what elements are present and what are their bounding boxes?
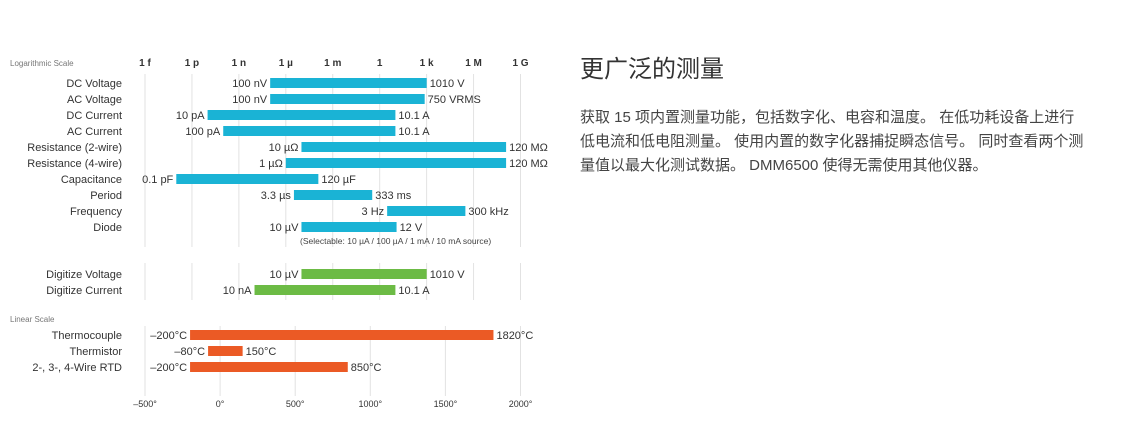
- digitize-min-label: 10 nA: [223, 285, 252, 297]
- measure-min-label: 100 nV: [232, 94, 268, 106]
- linear-tick-label: –500°: [133, 399, 157, 409]
- log-tick-label: 1 m: [324, 58, 341, 69]
- measure-min-label: 0.1 pF: [142, 174, 173, 186]
- measure-max-label: 120 µF: [321, 174, 356, 186]
- measure-min-label: 10 pA: [176, 110, 205, 122]
- measure-max-label: 120 MΩ: [509, 142, 548, 154]
- measure-max-label: 1010 V: [430, 78, 466, 90]
- measure-max-label: 300 kHz: [468, 206, 508, 218]
- log-tick-label: 1 µ: [279, 58, 293, 69]
- measure-min-label: 100 nV: [232, 78, 268, 90]
- measure-range-bar: [301, 222, 397, 232]
- measure-max-label: 750 VRMS: [428, 94, 481, 106]
- measure-category-label: DC Current: [66, 110, 122, 122]
- measure-max-label: 12 V: [400, 222, 423, 234]
- measure-range-bar: [293, 190, 373, 200]
- measure-category-label: Resistance (4-wire): [27, 158, 122, 170]
- temperature-max-label: 150°C: [246, 346, 277, 358]
- temperature-min-label: –80°C: [174, 346, 205, 358]
- measure-category-label: Resistance (2-wire): [27, 142, 122, 154]
- linear-scale-title: Linear Scale: [10, 315, 55, 324]
- temperature-min-label: –200°C: [150, 362, 187, 374]
- measure-range-bar: [301, 142, 507, 152]
- digitize-min-label: 10 µV: [269, 269, 299, 281]
- temperature-category-label: Thermocouple: [52, 330, 122, 342]
- measure-min-label: 10 µV: [269, 222, 299, 234]
- measure-min-label: 1 µΩ: [259, 158, 283, 170]
- digitize-range-bar: [301, 269, 427, 279]
- description-line: 量值以最大化测试数据。 DMM6500 使得无需使用其他仪器。: [580, 157, 988, 174]
- digitize-category-label: Digitize Voltage: [46, 269, 122, 281]
- measure-range-bar: [270, 78, 427, 88]
- diode-source-annotation: (Selectable: 10 µA / 100 µA / 1 mA / 10 …: [300, 236, 491, 246]
- linear-tick-label: 500°: [286, 399, 305, 409]
- measure-category-label: Diode: [93, 222, 122, 234]
- measure-range-bar: [176, 174, 319, 184]
- measure-min-label: 100 pA: [185, 126, 221, 138]
- log-tick-label: 1 p: [185, 58, 199, 69]
- temperature-range-bar: [190, 330, 494, 340]
- temperature-min-label: –200°C: [150, 330, 187, 342]
- temperature-range-bar: [190, 362, 348, 372]
- measure-max-label: 10.1 A: [398, 110, 430, 122]
- measure-max-label: 120 MΩ: [509, 158, 548, 170]
- measure-max-label: 10.1 A: [398, 126, 430, 138]
- temperature-range-bar: [208, 346, 243, 356]
- measure-range-bar: [387, 206, 466, 216]
- log-tick-label: 1 n: [232, 58, 246, 69]
- measure-category-label: Frequency: [70, 206, 122, 218]
- measure-category-label: AC Voltage: [67, 94, 122, 106]
- log-tick-label: 1: [377, 58, 383, 69]
- log-tick-label: 1 G: [512, 58, 528, 69]
- section-description: 获取 15 项内置测量功能，包括数字化、电容和温度。 在低功耗设备上进行 低电流…: [580, 106, 1084, 178]
- linear-tick-label: 1500°: [434, 399, 458, 409]
- measure-min-label: 3 Hz: [362, 206, 385, 218]
- measure-range-bar: [223, 126, 396, 136]
- digitize-range-bar: [254, 285, 396, 295]
- broader-measurements-section: 更广泛的测量 获取 15 项内置测量功能，包括数字化、电容和温度。 在低功耗设备…: [580, 52, 1084, 178]
- digitize-max-label: 1010 V: [430, 269, 466, 281]
- section-title: 更广泛的测量: [580, 56, 724, 83]
- description-line: 低电流和低电阻测量。 使用内置的数字化器捕捉瞬态信号。 同时查看两个测: [580, 133, 1084, 150]
- log-tick-label: 1 k: [420, 58, 434, 69]
- temperature-category-label: 2-, 3-, 4-Wire RTD: [32, 362, 122, 374]
- measure-min-label: 10 µΩ: [269, 142, 299, 154]
- linear-tick-label: 1000°: [358, 399, 382, 409]
- digitize-max-label: 10.1 A: [398, 285, 430, 297]
- measure-range-bar: [207, 110, 396, 120]
- measure-max-label: 333 ms: [375, 190, 412, 202]
- linear-tick-label: 2000°: [509, 399, 533, 409]
- measure-category-label: Capacitance: [61, 174, 122, 186]
- temperature-max-label: 850°C: [351, 362, 382, 374]
- measure-category-label: DC Voltage: [66, 78, 122, 90]
- description-line: 获取 15 项内置测量功能，包括数字化、电容和温度。 在低功耗设备上进行: [580, 109, 1075, 126]
- measure-category-label: AC Current: [67, 126, 122, 138]
- measure-range-bar: [285, 158, 507, 168]
- temperature-category-label: Thermistor: [69, 346, 122, 358]
- measure-category-label: Period: [90, 190, 122, 202]
- log-tick-label: 1 f: [139, 58, 151, 69]
- temperature-max-label: 1820°C: [496, 330, 533, 342]
- measure-min-label: 3.3 µs: [261, 190, 292, 202]
- measurement-range-chart: Logarithmic Scale Linear Scale 1 f 1 p 1 n 1 …: [10, 58, 548, 409]
- linear-tick-label: 0°: [216, 399, 225, 409]
- digitize-category-label: Digitize Current: [46, 285, 122, 297]
- log-tick-label: 1 M: [465, 58, 482, 69]
- measure-range-bar: [270, 94, 425, 104]
- log-scale-title: Logarithmic Scale: [10, 59, 74, 68]
